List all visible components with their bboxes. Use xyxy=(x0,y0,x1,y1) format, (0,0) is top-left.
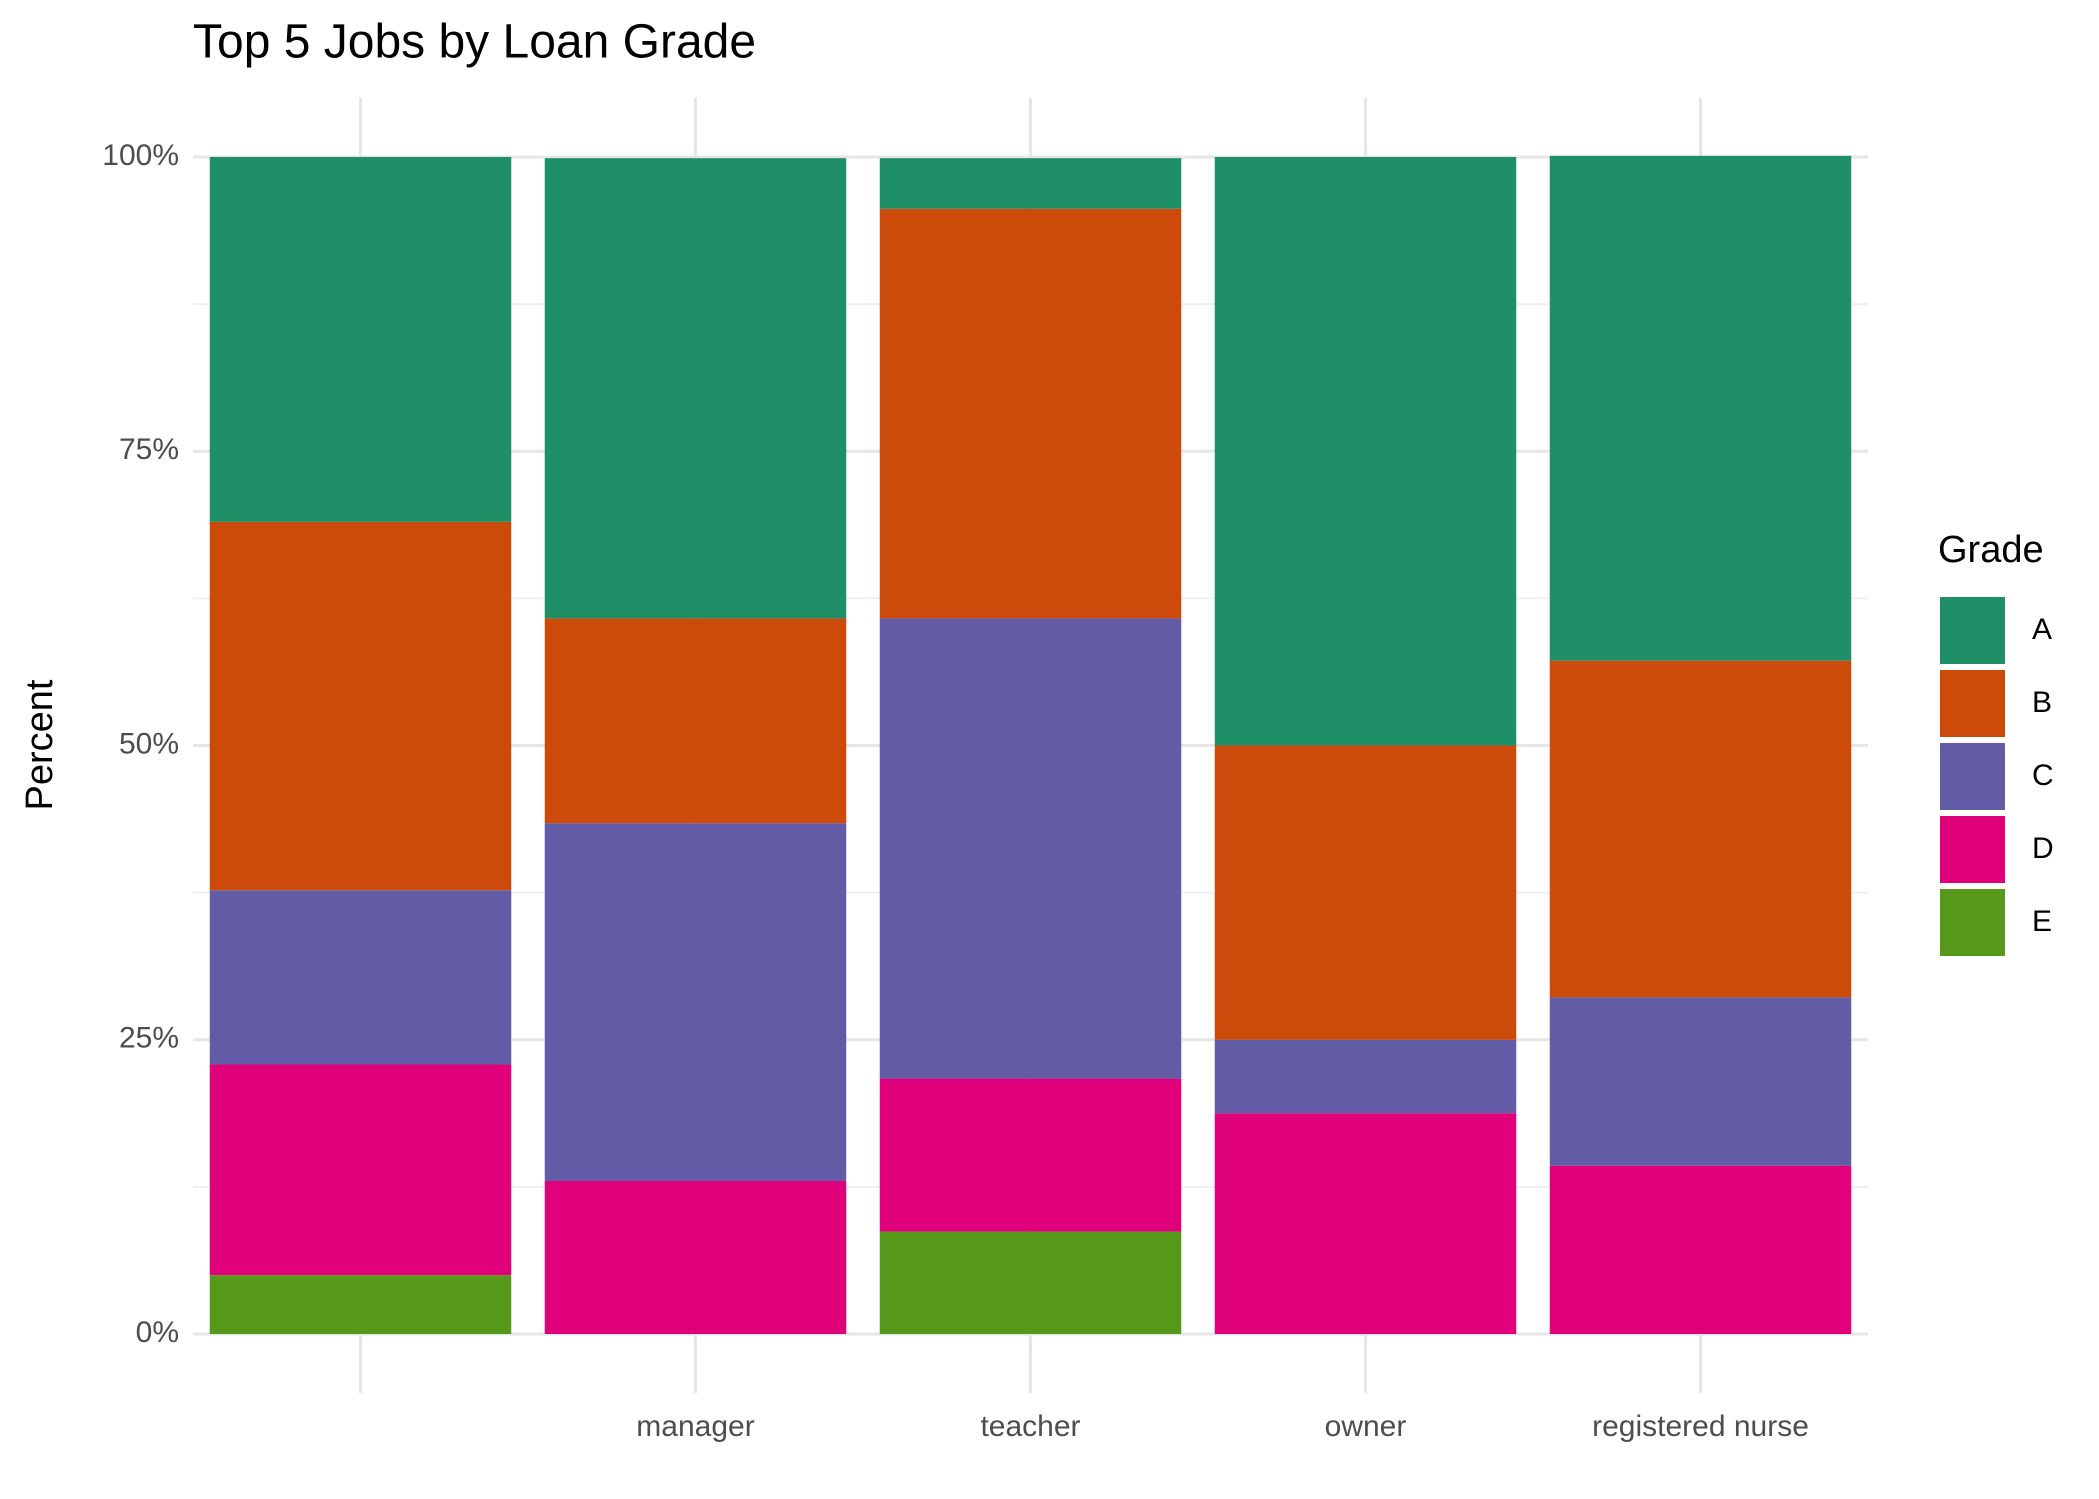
legend-swatch xyxy=(1940,670,2005,737)
y-tick-label: 25% xyxy=(119,1022,179,1055)
legend-title: Grade xyxy=(1938,529,2044,571)
bar-segment xyxy=(544,158,847,619)
bar-segment xyxy=(1549,660,1852,998)
bar-segment xyxy=(1549,1165,1852,1334)
y-tick-label: 0% xyxy=(136,1316,179,1349)
bar-segment xyxy=(879,1078,1182,1232)
bar-segment xyxy=(209,1064,512,1276)
legend-swatch xyxy=(1940,743,2005,810)
bar-segment xyxy=(879,618,1182,1079)
bar-segment xyxy=(879,158,1182,209)
bar-segment xyxy=(1214,1113,1517,1334)
legend-swatch xyxy=(1940,889,2005,956)
bar-segment xyxy=(544,1180,847,1334)
bar-segment xyxy=(544,823,847,1181)
bar-segment xyxy=(544,618,847,824)
x-tick-label: teacher xyxy=(980,1410,1080,1443)
y-tick-label: 100% xyxy=(102,139,179,172)
x-tick-label: owner xyxy=(1325,1410,1407,1443)
legend-swatch xyxy=(1940,597,2005,664)
legend-label: B xyxy=(2032,686,2052,719)
bar-segment xyxy=(879,208,1182,619)
bar-segment xyxy=(1214,745,1517,1040)
y-tick-label: 50% xyxy=(119,727,179,760)
bar-segment xyxy=(879,1231,1182,1334)
legend-label: C xyxy=(2032,759,2054,792)
legend-label: D xyxy=(2032,832,2054,865)
chart-title: Top 5 Jobs by Loan Grade xyxy=(193,16,756,69)
bar-segment xyxy=(209,1275,512,1334)
bar-segment xyxy=(209,157,512,522)
bar-segment xyxy=(1549,997,1852,1166)
y-tick-label: 75% xyxy=(119,433,179,466)
bar-segment xyxy=(1214,1039,1517,1114)
bar-segment xyxy=(209,890,512,1065)
legend-label: E xyxy=(2032,905,2052,938)
x-tick-label: manager xyxy=(636,1410,754,1443)
bar-segment xyxy=(209,521,512,891)
legend-label: A xyxy=(2032,613,2052,646)
y-axis-label: Percent xyxy=(19,679,61,810)
bar-segment xyxy=(1549,155,1852,661)
legend-swatch xyxy=(1940,816,2005,883)
x-tick-label: registered nurse xyxy=(1592,1410,1809,1443)
bar-segment xyxy=(1214,157,1517,746)
